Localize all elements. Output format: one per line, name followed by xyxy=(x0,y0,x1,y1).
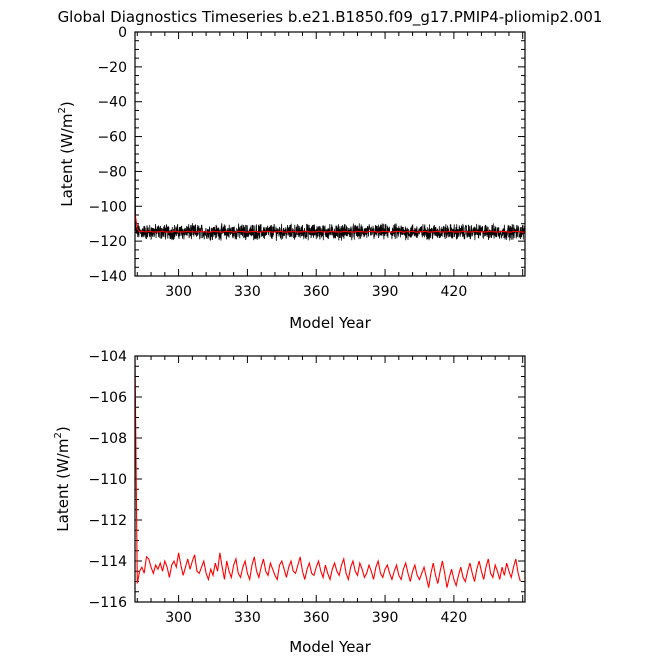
top-y-tick-label: −120 xyxy=(89,234,127,250)
bottom-x-axis-label: Model Year xyxy=(289,638,371,656)
bottom-annual-series-line xyxy=(135,360,521,588)
bottom-y-tick-label: −116 xyxy=(89,595,128,611)
bottom-y-tick-label: −108 xyxy=(89,431,127,447)
bottom-y-tick-label: −106 xyxy=(89,390,128,406)
bottom-x-tick-label: 300 xyxy=(165,610,192,626)
top-xtick-layer: 300 330 360 390 420 xyxy=(136,32,524,300)
top-panel: 0 −20 −40 −60 −80 −100 −120 −140 300 330 360 390 42… xyxy=(57,25,526,332)
top-plot-frame xyxy=(134,31,526,277)
bottom-x-tick-label: 420 xyxy=(441,610,468,626)
top-ytick-layer: 0 −20 −40 −60 −80 −100 −120 −140 xyxy=(89,25,525,285)
bottom-x-tick-label: 360 xyxy=(303,610,330,626)
bottom-x-tick-label: 330 xyxy=(234,610,261,626)
top-x-tick-label: 330 xyxy=(234,284,261,300)
top-x-axis-label: Model Year xyxy=(289,314,371,332)
bottom-panel: −104 −106 −108 −110 −112 −114 −116 300 330 360 39… xyxy=(53,349,526,656)
bottom-xtick-layer: 300 330 360 390 420 xyxy=(136,356,524,626)
bottom-ytick-layer: −104 −106 −108 −110 −112 −114 −116 xyxy=(89,349,525,611)
bottom-y-tick-label: −114 xyxy=(89,554,128,570)
bottom-y-axis-label: Latent (W/m2) xyxy=(53,426,72,531)
bottom-x-tick-label: 390 xyxy=(372,610,399,626)
chart-title: Global Diagnostics Timeseries b.e21.B185… xyxy=(58,8,603,27)
top-series-layer xyxy=(135,35,525,241)
top-y-tick-label: −20 xyxy=(97,60,127,76)
top-monthly-series-line xyxy=(135,35,525,241)
top-y-tick-label: −80 xyxy=(97,164,127,180)
top-x-tick-label: 300 xyxy=(165,284,192,300)
top-y-tick-label: −40 xyxy=(97,95,127,111)
bottom-series-layer xyxy=(135,360,521,588)
top-y-tick-label: −60 xyxy=(97,130,127,146)
bottom-y-tick-label: −110 xyxy=(89,472,127,488)
top-annual-series-line xyxy=(135,213,525,233)
top-y-axis-label: Latent (W/m2) xyxy=(57,101,76,206)
top-x-tick-label: 390 xyxy=(372,284,399,300)
bottom-y-tick-label: −112 xyxy=(89,513,127,529)
top-x-tick-label: 420 xyxy=(441,284,468,300)
top-x-tick-label: 360 xyxy=(303,284,330,300)
bottom-plot-frame xyxy=(134,355,526,603)
bottom-y-tick-label: −104 xyxy=(89,349,128,365)
top-y-tick-label: 0 xyxy=(118,25,127,41)
top-y-tick-label: −140 xyxy=(89,269,127,285)
top-y-tick-label: −100 xyxy=(89,199,127,215)
